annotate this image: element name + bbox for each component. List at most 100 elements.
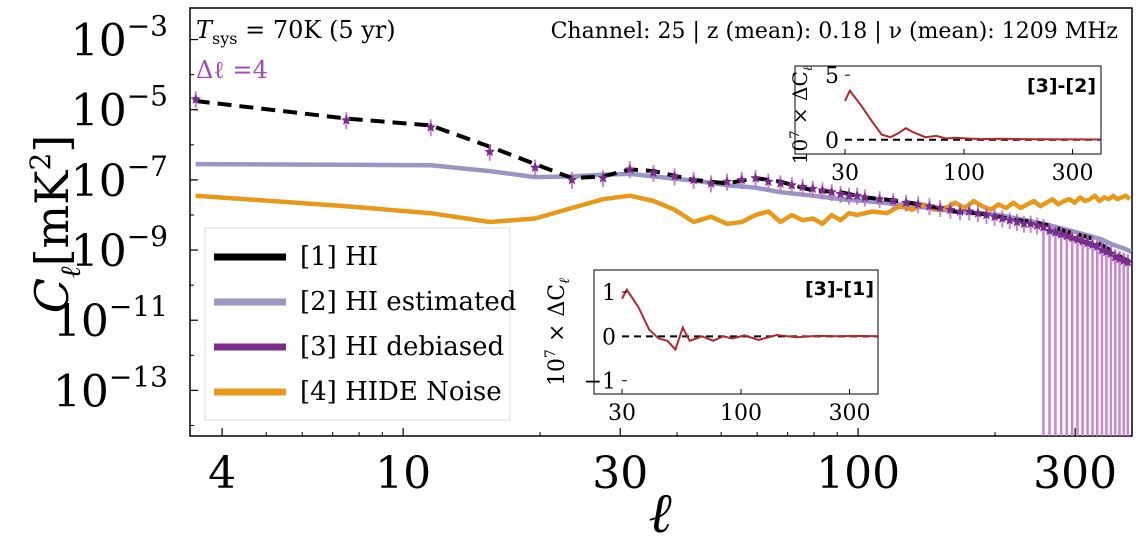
legend-label-hi-estimated: [2] HI estimated bbox=[300, 287, 516, 317]
hi-debiased-point bbox=[843, 190, 855, 201]
difference-line bbox=[844, 88, 1101, 141]
inset-x-tick-label: 100 bbox=[720, 401, 762, 426]
inset-3-1-series bbox=[621, 287, 878, 352]
hi-debiased-point bbox=[989, 211, 1000, 222]
hi-debiased-point bbox=[835, 188, 846, 199]
hi-debiased-point bbox=[851, 190, 863, 201]
inset-3-2-ticks: 30 100 300 0 5 bbox=[825, 64, 1094, 186]
inset-3-2-y-label: 107 × ΔCℓ bbox=[788, 65, 816, 164]
inset-3-1-background bbox=[593, 269, 879, 395]
hi-debiased-point bbox=[750, 172, 761, 183]
inset-plot-3-minus-1: 30 100 300 −1 0 1 [3]-[1] 107 × ΔCℓ bbox=[543, 269, 879, 426]
hi-debiased-point bbox=[912, 199, 924, 209]
channel-annotation: Channel: 25 | z (mean): 0.18 | ν (mean):… bbox=[551, 19, 1118, 44]
hi-debiased-point bbox=[826, 186, 837, 197]
hi-debiased-point bbox=[484, 146, 495, 157]
inset-x-tick-label: 30 bbox=[831, 161, 859, 186]
hi-debiased-point bbox=[888, 195, 899, 206]
y-tick-label: 10−9 bbox=[71, 220, 168, 277]
hi-debiased-point bbox=[597, 172, 609, 183]
legend-label-hide-noise: [4] HIDE Noise bbox=[300, 377, 502, 407]
main-series-group bbox=[190, 91, 1132, 436]
hi-debiased-point bbox=[425, 121, 436, 132]
hi-debiased-point bbox=[688, 174, 699, 185]
hi-debiased-point bbox=[1031, 220, 1043, 230]
hi-debiased-point bbox=[1087, 239, 1098, 250]
hi-debiased-point bbox=[859, 191, 871, 202]
inset-y-tick-label: −1 bbox=[584, 370, 616, 395]
inset-3-1-title: [3]-[1] bbox=[805, 278, 874, 300]
hi-debiased-point bbox=[1025, 218, 1036, 229]
y-axis-label: Cℓ[mK2] bbox=[24, 135, 87, 314]
hi-debiased-point bbox=[797, 181, 808, 192]
tsys-annotation: Tsys = 70K (5 yr) bbox=[196, 16, 396, 48]
legend: [1] HI [2] HI estimated [3] HI debiased … bbox=[204, 227, 516, 421]
inset-3-1-y-label: 107 × ΔCℓ bbox=[543, 278, 573, 386]
hi-debiased-point bbox=[972, 207, 984, 218]
hi-debiased-point bbox=[954, 206, 966, 216]
x-tick-label: 10 bbox=[375, 448, 431, 499]
x-tick-label: 4 bbox=[208, 448, 236, 499]
main-clipped-series bbox=[190, 91, 1132, 436]
hi-debiased-point bbox=[1018, 218, 1030, 229]
inset-y-tick-label: 5 bbox=[825, 64, 839, 89]
hi-debiased-point bbox=[1077, 235, 1088, 246]
hi-debiased-point bbox=[807, 183, 818, 194]
hi-debiased-point bbox=[997, 213, 1008, 223]
x-tick-label: 30 bbox=[592, 448, 648, 499]
y-tick-label: 10−11 bbox=[53, 290, 168, 347]
difference-line bbox=[621, 287, 878, 352]
inset-y-tick-label: 0 bbox=[602, 325, 616, 350]
inset-x-tick-label: 100 bbox=[943, 161, 985, 186]
inset-3-2-series bbox=[844, 88, 1101, 141]
hi-debiased-point bbox=[1004, 214, 1015, 225]
x-tick-label: 100 bbox=[816, 448, 900, 499]
hi-debiased-point bbox=[529, 162, 541, 173]
hi-debiased-point bbox=[945, 204, 956, 215]
hi-debiased-point bbox=[775, 177, 786, 188]
hi-debiased-point bbox=[786, 179, 797, 190]
hi-debiased-point bbox=[964, 206, 975, 216]
inset-x-tick-label: 300 bbox=[829, 401, 871, 426]
delta-l-annotation: Δℓ =4 bbox=[196, 56, 268, 84]
hi-debiased-point bbox=[924, 200, 935, 211]
inset-x-tick-label: 300 bbox=[1052, 161, 1094, 186]
hi-debiased-point bbox=[566, 174, 578, 185]
inset-x-tick-label: 30 bbox=[608, 401, 636, 426]
inset-y-tick-label: 0 bbox=[825, 129, 839, 154]
hi-debiased-point bbox=[1122, 256, 1132, 267]
hi-debiased-point bbox=[736, 174, 747, 185]
y-tick-label: 10−7 bbox=[71, 150, 168, 207]
hi-debiased-point bbox=[1011, 216, 1023, 227]
main-plot-frame bbox=[189, 7, 1133, 437]
hi-debiased-point bbox=[874, 193, 885, 204]
y-tick-label: 10−3 bbox=[71, 10, 168, 67]
main-y-ticks: 10−3 10−5 10−7 10−9 10−11 10−13 bbox=[53, 10, 198, 426]
hi-debiased-point bbox=[934, 202, 946, 213]
hi-debiased-point bbox=[981, 209, 992, 220]
series-line-4-hide-noise bbox=[195, 193, 1132, 227]
hi-debiased-point bbox=[341, 114, 352, 125]
inset-y-tick-label: 1 bbox=[602, 281, 616, 306]
hi-debiased-point bbox=[1050, 227, 1061, 237]
hi-debiased-point bbox=[624, 163, 636, 174]
hi-debiased-point bbox=[900, 197, 912, 208]
hi-debiased-point bbox=[648, 167, 659, 178]
main-x-ticks: 4 10 30 100 300 bbox=[208, 428, 1117, 499]
hi-debiased-point bbox=[190, 93, 201, 104]
hi-debiased-point bbox=[705, 177, 717, 188]
inset-3-2-title: [3]-[2] bbox=[1027, 75, 1096, 97]
hi-debiased-point bbox=[721, 176, 733, 187]
legend-label-hi-debiased: [3] HI debiased bbox=[300, 332, 504, 362]
x-tick-label: 300 bbox=[1033, 448, 1117, 499]
x-axis-label: ℓ bbox=[648, 481, 672, 546]
inset-3-1-ticks: 30 100 300 −1 0 1 bbox=[584, 281, 871, 426]
hi-debiased-point bbox=[817, 184, 828, 195]
hi-debiased-point bbox=[763, 176, 774, 187]
hi-debiased-point bbox=[1044, 225, 1055, 236]
y-tick-label: 10−13 bbox=[53, 360, 168, 417]
inset-plot-3-minus-2: 30 100 300 0 5 [3]-[2] 107 × ΔCℓ bbox=[788, 64, 1102, 186]
hi-debiased-point bbox=[669, 170, 680, 181]
y-tick-label: 10−5 bbox=[71, 80, 168, 137]
